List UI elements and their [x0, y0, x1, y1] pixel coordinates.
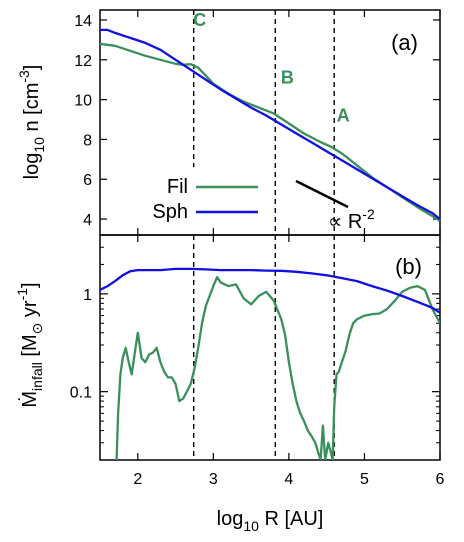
panel-a-y-ticks: 4 6 8 10 12 14	[74, 13, 440, 229]
legend-label-sph: Sph	[152, 201, 188, 223]
panel-b-vertical-lines	[192, 235, 335, 460]
series-line-sph-infall	[100, 267, 440, 314]
y-tick-label-a: 10	[74, 93, 92, 110]
x-tick-label: 5	[360, 471, 369, 488]
x-tick-label: 3	[209, 471, 218, 488]
region-label-a: A	[337, 106, 350, 126]
y-tick-label-b: 0.1	[70, 385, 92, 402]
panel-b-series	[100, 267, 440, 460]
panel-a-series	[99, 28, 441, 223]
slope-indicator-line	[295, 179, 349, 209]
region-label-b: B	[281, 68, 294, 88]
slope-indicator-label: ∝ R-2	[328, 206, 375, 233]
panel-a-label: (a)	[391, 30, 418, 55]
panel-b-ylabel: Ṁinfall [M⊙ yr-1]	[14, 282, 45, 407]
panel-b-y-ticks: 0.11	[70, 234, 440, 461]
y-tick-label-a: 6	[83, 172, 92, 189]
panel-b-frame	[99, 234, 441, 461]
series-line-fil-density	[99, 42, 441, 223]
panel-b: (b) 0.11 Ṁinfall [M⊙ yr-1]	[14, 234, 441, 461]
legend: Fil Sph	[152, 176, 258, 223]
y-tick-label-a: 8	[83, 132, 92, 149]
series-line-fil-infall	[115, 276, 440, 460]
panel-b-label: (b)	[395, 254, 422, 279]
y-tick-label-a: 4	[83, 212, 92, 229]
x-tick-label: 6	[436, 471, 445, 488]
panel-a-ylabel: log10 n [cm-3]	[16, 65, 47, 180]
x-tick-label: 2	[133, 471, 142, 488]
panel-a: (a) 4 6 8 10 12 14 C B A Fil Sph ∝ R-2 log10 n …	[16, 9, 441, 236]
panel-a-annotations: C B A	[193, 10, 350, 126]
region-label-c: C	[193, 10, 206, 30]
y-tick-label-b: 1	[83, 287, 92, 304]
legend-label-fil: Fil	[167, 176, 188, 198]
x-axis-label: log10 R [AU]	[217, 508, 324, 534]
series-line-sph-density	[100, 28, 441, 221]
panel-a-vertical-lines	[192, 10, 335, 235]
x-tick-label: 4	[284, 471, 293, 488]
y-tick-label-a: 12	[74, 53, 92, 70]
x-axis-ticks: 2 3 4 5 6	[133, 10, 445, 488]
panel-a-frame	[99, 9, 441, 236]
y-tick-label-a: 14	[74, 13, 92, 30]
